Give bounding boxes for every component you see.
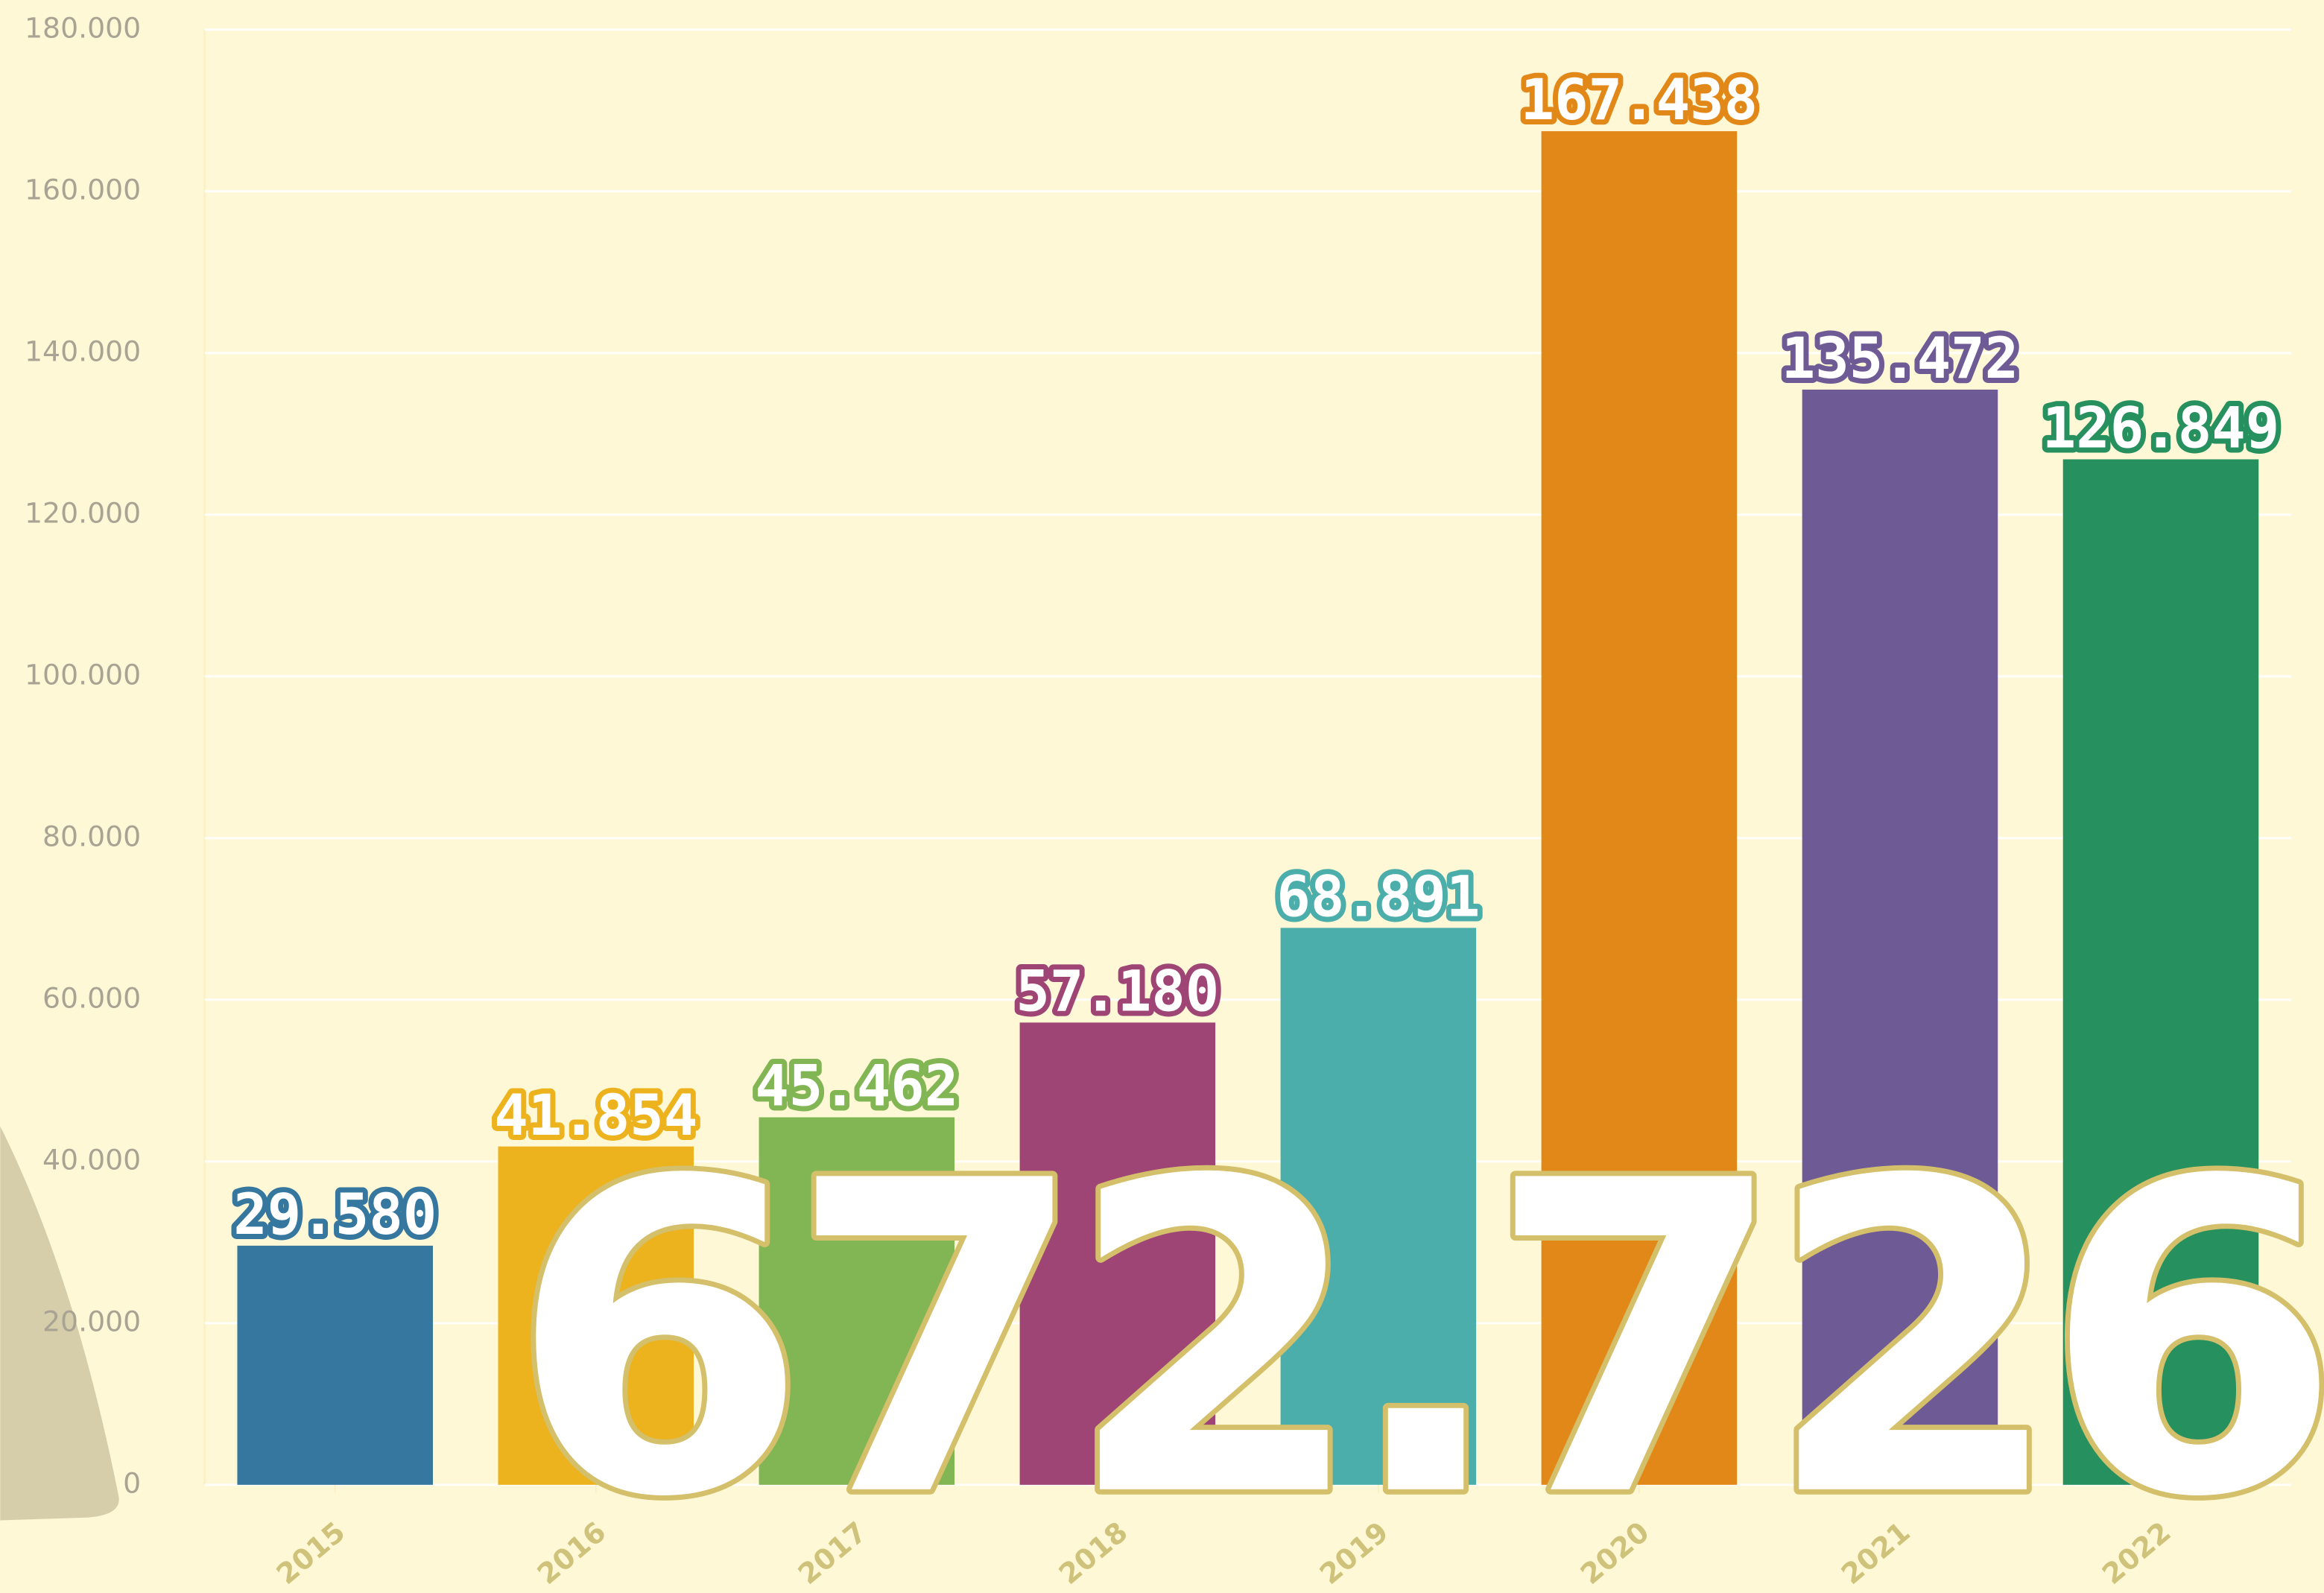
y-tick-label: 140.000 xyxy=(25,335,141,367)
value-label: 167.438 xyxy=(1521,67,1758,133)
value-label: 29.580 xyxy=(233,1182,437,1247)
y-tick-label: 180.000 xyxy=(25,11,141,44)
y-tick-label: 100.000 xyxy=(25,658,141,691)
value-label: 68.891 xyxy=(1276,864,1480,929)
bar xyxy=(498,1146,694,1485)
value-label: 135.472 xyxy=(1782,326,2019,391)
bar xyxy=(2062,459,2259,1485)
bar xyxy=(1541,131,1738,1485)
y-tick-label: 60.000 xyxy=(42,981,141,1014)
bar xyxy=(1802,389,1998,1485)
y-tick-label: 20.000 xyxy=(42,1305,141,1337)
y-tick-label: 40.000 xyxy=(42,1143,141,1176)
bar xyxy=(237,1245,433,1485)
total-annotation: 672.726 xyxy=(510,1092,2324,1592)
y-tick-label: 160.000 xyxy=(25,173,141,206)
decoration xyxy=(0,1126,119,1521)
value-label: 45.462 xyxy=(755,1054,958,1119)
plot: 0 20.000 40.000 60.000 80.000 100.000 120.000 1… xyxy=(25,11,2291,1591)
value-label: 41.854 xyxy=(494,1083,697,1148)
bar xyxy=(1019,1022,1216,1485)
value-label: 126.849 xyxy=(2042,396,2279,461)
y-tick-label: 0 xyxy=(123,1466,141,1499)
y-tick-label: 80.000 xyxy=(42,820,141,852)
y-tick-label: 120.000 xyxy=(25,496,141,529)
bar xyxy=(1280,928,1477,1485)
bar xyxy=(759,1117,955,1485)
value-label: 57.180 xyxy=(1016,958,1219,1024)
